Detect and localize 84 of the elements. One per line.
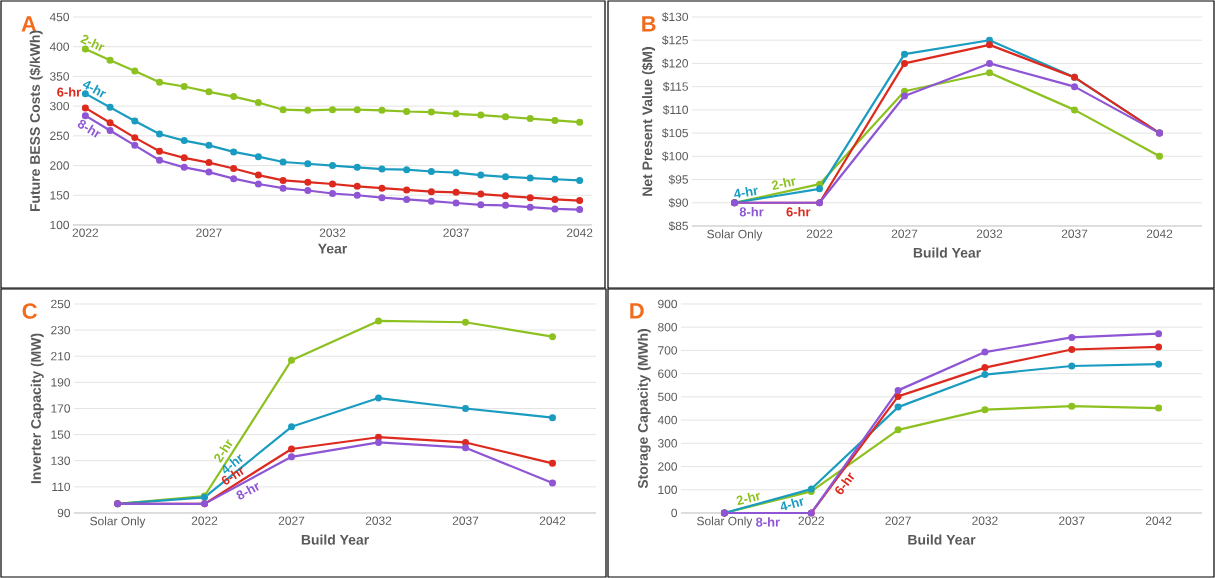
- x-tick-label: 2027: [885, 516, 911, 525]
- x-axis-title: Year: [318, 243, 348, 254]
- y-tick-label: 230: [51, 325, 71, 335]
- text: 2-hr: [736, 492, 760, 506]
- y-tick-label: 600: [658, 369, 678, 378]
- text: 8-hr: [77, 119, 101, 138]
- x-tick-label: 2022: [798, 516, 824, 525]
- x-tick-label: 2042: [1146, 229, 1173, 238]
- x-tick-label: 2032: [365, 516, 392, 525]
- x-tick-label: Solar Only: [707, 229, 763, 241]
- y-tick-label: $85: [668, 221, 688, 231]
- y-axis-title: Inverter Capacity (MW): [30, 333, 44, 484]
- y-tick-label: 400: [49, 42, 70, 51]
- y-tick-label: $105: [662, 128, 688, 138]
- y-tick-label: $120: [662, 58, 689, 69]
- x-axis-title: Build Year: [908, 534, 976, 545]
- y-tick-label: 90: [57, 508, 71, 518]
- y-tick-label: 200: [658, 462, 678, 471]
- x-tick-label: Solar Only: [697, 516, 753, 528]
- x-axis-title: Build Year: [913, 247, 981, 258]
- y-tick-label: 450: [49, 12, 70, 22]
- x-tick-label: 2037: [443, 228, 469, 237]
- text: 2-hr: [80, 34, 105, 52]
- y-tick-label: 210: [51, 352, 71, 361]
- y-tick-label: $95: [668, 174, 688, 185]
- chart-title: B: [642, 16, 656, 32]
- x-tick-label: 2037: [1059, 516, 1085, 525]
- y-tick-label: 150: [50, 191, 70, 200]
- y-tick-label: 800: [658, 322, 678, 332]
- x-tick-label: 2027: [196, 228, 222, 237]
- y-tick-label: 300: [50, 101, 70, 111]
- text: 4-hr: [734, 186, 758, 198]
- x-tick-label: 2022: [806, 229, 833, 238]
- x-tick-label: 2037: [452, 516, 479, 525]
- y-tick-label: 300: [658, 439, 678, 448]
- y-tick-label: 100: [658, 485, 678, 494]
- y-tick-label: 900: [658, 299, 678, 309]
- x-tick-label: 2032: [972, 516, 998, 525]
- y-tick-label: 130: [51, 456, 71, 465]
- chart-title: C: [22, 303, 37, 319]
- y-tick-label: 700: [658, 346, 678, 355]
- x-tick-label: Solar Only: [90, 516, 146, 528]
- y-tick-label: 110: [52, 482, 71, 492]
- x-tick-label: 2022: [191, 516, 218, 525]
- text: 4-hr: [780, 498, 804, 511]
- chart-title: A: [21, 16, 37, 32]
- y-tick-label: $110: [662, 105, 689, 115]
- series-label: 8-hr: [756, 517, 780, 527]
- y-tick-label: 500: [658, 392, 678, 402]
- y-tick-label: 350: [50, 72, 70, 81]
- y-tick-label: 200: [50, 161, 70, 170]
- y-axis-title: Storage Capacity (MWh): [637, 328, 651, 489]
- y-tick-label: $125: [662, 35, 688, 46]
- series-label: 6-hr: [786, 206, 811, 217]
- x-tick-label: 2032: [319, 228, 346, 237]
- y-tick-label: $90: [668, 197, 689, 208]
- x-tick-label: 2027: [891, 229, 918, 238]
- x-tick-label: 2042: [539, 516, 566, 525]
- y-tick-label: 150: [51, 430, 71, 439]
- x-tick-label: 2042: [1145, 516, 1172, 525]
- y-tick-label: $130: [662, 12, 689, 22]
- y-tick-label: 250: [50, 131, 70, 141]
- y-tick-label: 170: [51, 404, 71, 413]
- x-tick-label: 2042: [566, 228, 593, 237]
- x-tick-label: 2022: [72, 228, 99, 237]
- y-tick-label: 0: [671, 508, 678, 518]
- chart-title: D: [630, 303, 644, 319]
- x-tick-label: 2032: [976, 229, 1003, 238]
- y-tick-label: $100: [662, 151, 689, 162]
- x-axis-title: Build Year: [301, 534, 369, 545]
- y-tick-label: 190: [51, 378, 71, 387]
- series-label: 6-hr: [57, 87, 81, 97]
- y-axis-title: Future BESS Costs ($/kWh): [29, 30, 43, 212]
- text: 8-hr: [236, 482, 259, 500]
- y-axis-title: Net Present Value ($M): [641, 47, 656, 196]
- y-tick-label: 400: [657, 415, 678, 425]
- y-tick-label: 100: [50, 220, 70, 230]
- x-tick-label: 2037: [1061, 229, 1088, 238]
- y-tick-label: 250: [51, 299, 71, 309]
- y-tick-label: $115: [662, 81, 688, 92]
- series-label: 8-hr: [739, 206, 764, 217]
- x-tick-label: 2027: [278, 516, 305, 525]
- text: 4-hr: [82, 80, 107, 98]
- text: 2-hr: [771, 177, 796, 191]
